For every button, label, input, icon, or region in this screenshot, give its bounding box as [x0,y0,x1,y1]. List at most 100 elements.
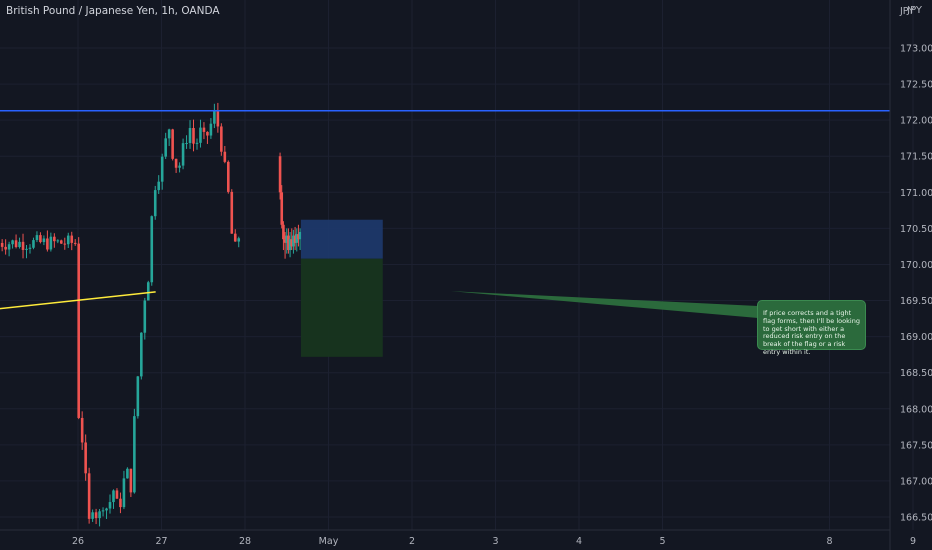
candle-body [150,216,154,283]
candle-body [233,233,237,242]
candle-body [237,238,241,242]
candle-body [77,243,80,418]
candle-body [98,511,101,519]
price-tick-label: 170.000 [900,260,932,271]
candle-body [87,473,91,519]
price-tick-label: 172.500 [900,80,932,91]
candle-body [140,332,143,377]
price-tick-label: 168.000 [900,404,932,415]
candle-body [287,235,290,251]
candle-body [4,246,7,250]
candle-body [25,248,28,250]
candle-body [146,282,150,301]
time-tick-label: 3 [492,536,498,547]
annotation-note[interactable]: If price corrects and a tight flag forms… [757,300,866,356]
candle-body [136,376,140,417]
candle-body [0,242,4,247]
candle-body [292,235,295,247]
time-tick-label: 5 [659,536,665,547]
candle-body [188,127,192,144]
candle-body [288,239,292,251]
candle-body [230,191,234,234]
candle-body [53,236,56,242]
candle-body [94,512,98,519]
price-tick-label: 171.500 [900,152,932,163]
candle-body [126,468,129,479]
candle-body [213,110,216,124]
candle-body [101,510,105,512]
candle-body [63,243,67,245]
candle-body [164,138,167,157]
candle-body [282,224,285,240]
price-tick-label: 169.500 [900,296,932,307]
price-tick-label: 169.000 [900,332,932,343]
candle-body [285,235,289,243]
time-tick-label: 8 [826,536,832,547]
trend-line[interactable] [0,291,156,310]
candle-body [119,498,122,508]
time-tick-label: May [319,536,339,547]
candle-body [7,244,11,250]
time-tick-label: 26 [72,536,84,547]
candle-body [80,417,84,443]
candle-body [297,234,300,240]
symbol-title: British Pound / Japanese Yen, 1h, OANDA [6,5,220,17]
candle-body [157,181,161,191]
candle-body [174,158,178,168]
candle-body [35,235,39,241]
candle-body [202,127,206,132]
price-tick-label: 173.000 [900,44,932,55]
candlestick-series [0,102,302,527]
currency-label: JPY [907,5,922,16]
candle-body [298,231,302,240]
candle-body [209,123,213,136]
candle-body [192,127,195,144]
candle-body [32,240,35,248]
time-tick-label: 2 [409,536,415,547]
candle-body [223,151,227,162]
candle-body [283,239,287,243]
price-tick-label: 167.000 [900,476,932,487]
chart-grid [0,0,914,530]
candle-body [18,241,21,248]
annotation-pointer [450,291,758,318]
candle-body [280,192,284,225]
price-tick-label: 171.000 [900,188,932,199]
candle-body [28,247,32,249]
candle-body [105,508,108,511]
price-tick-label: 167.500 [900,440,932,451]
candle-body [66,235,70,245]
short-position-stop-zone[interactable] [300,219,383,259]
price-tick-label: 168.500 [900,368,932,379]
candle-body [160,156,164,182]
candle-body [216,110,220,127]
candle-body [295,234,299,243]
short-position-target-zone[interactable] [300,258,383,357]
candle-body [181,143,185,166]
candle-body [133,416,136,493]
candle-body [178,165,181,168]
candle-body [91,512,94,519]
currency-axis-label: JPY [899,6,914,17]
candle-body [199,127,202,143]
price-axis[interactable]: 173.000 172.500 172.000 171.500 171.000 170.5… [889,0,932,550]
time-tick-label: 27 [155,536,167,547]
time-axis[interactable]: 26 27 28 May 2 3 4 5 8 9 [0,529,916,547]
candle-body [122,478,126,508]
candle-body [39,235,42,243]
candle-body [290,239,294,247]
candle-body [108,502,112,509]
candle-body [171,129,174,159]
candle-body [129,468,133,493]
candle-body [115,490,119,499]
candle-body [42,238,46,243]
candle-body [60,240,63,244]
candle-body [278,156,282,193]
time-tick-label: 4 [576,536,582,547]
candle-body [112,490,115,503]
candle-body [167,129,171,139]
candle-body [73,242,77,244]
candle-body [21,241,25,250]
candle-body [14,240,18,248]
